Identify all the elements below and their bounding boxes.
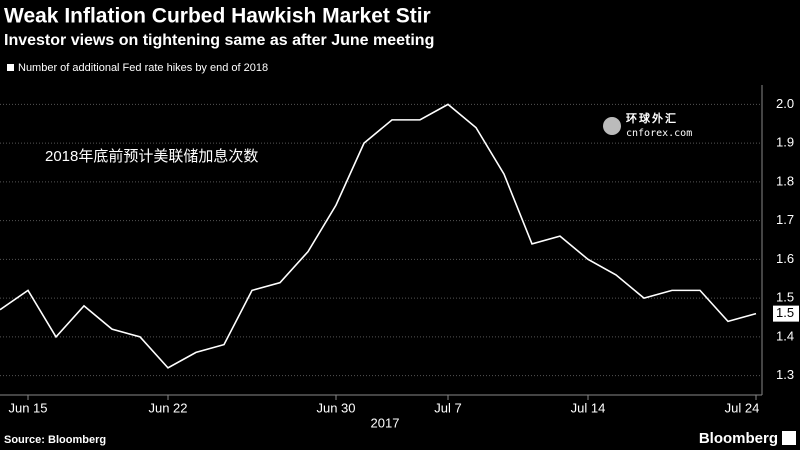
x-tick-label: Jun 15 (8, 400, 47, 415)
y-tick-label: 1.6 (776, 251, 794, 266)
y-tick-label: 2.0 (776, 96, 794, 111)
y-tick-label: 1.8 (776, 173, 794, 188)
last-value-label: 1.5 (776, 305, 794, 320)
x-tick-label: Jun 30 (316, 400, 355, 415)
legend-swatch (7, 64, 14, 71)
x-tick-label: Jul 24 (725, 400, 760, 415)
y-tick-label: 1.4 (776, 328, 794, 343)
data-line (0, 103, 757, 369)
y-tick-label: 1.3 (776, 367, 794, 382)
last-value-box (773, 305, 799, 322)
chart-title: Weak Inflation Curbed Hawkish Market Sti… (4, 5, 431, 28)
watermark-logo (603, 117, 621, 135)
source: Source: Bloomberg (4, 434, 106, 446)
annotation: 2018年底前预计美联储加息次数 (45, 148, 258, 165)
brand-icon (782, 431, 796, 445)
watermark-url: cnforex.com (626, 128, 692, 139)
y-tick-label: 1.7 (776, 212, 794, 227)
brand: Bloomberg (699, 430, 778, 447)
chart-subtitle: Investor views on tightening same as aft… (4, 32, 434, 49)
x-tick-label: Jul 7 (434, 400, 461, 415)
x-tick-label: Jul 14 (571, 400, 606, 415)
x-tick-label: Jun 22 (148, 400, 187, 415)
x-axis-label: 2017 (371, 415, 400, 430)
y-tick-label: 1.5 (776, 290, 794, 305)
legend-label: Number of additional Fed rate hikes by e… (18, 62, 268, 74)
watermark: 环球外汇 (626, 111, 678, 125)
y-tick-label: 1.9 (776, 135, 794, 150)
